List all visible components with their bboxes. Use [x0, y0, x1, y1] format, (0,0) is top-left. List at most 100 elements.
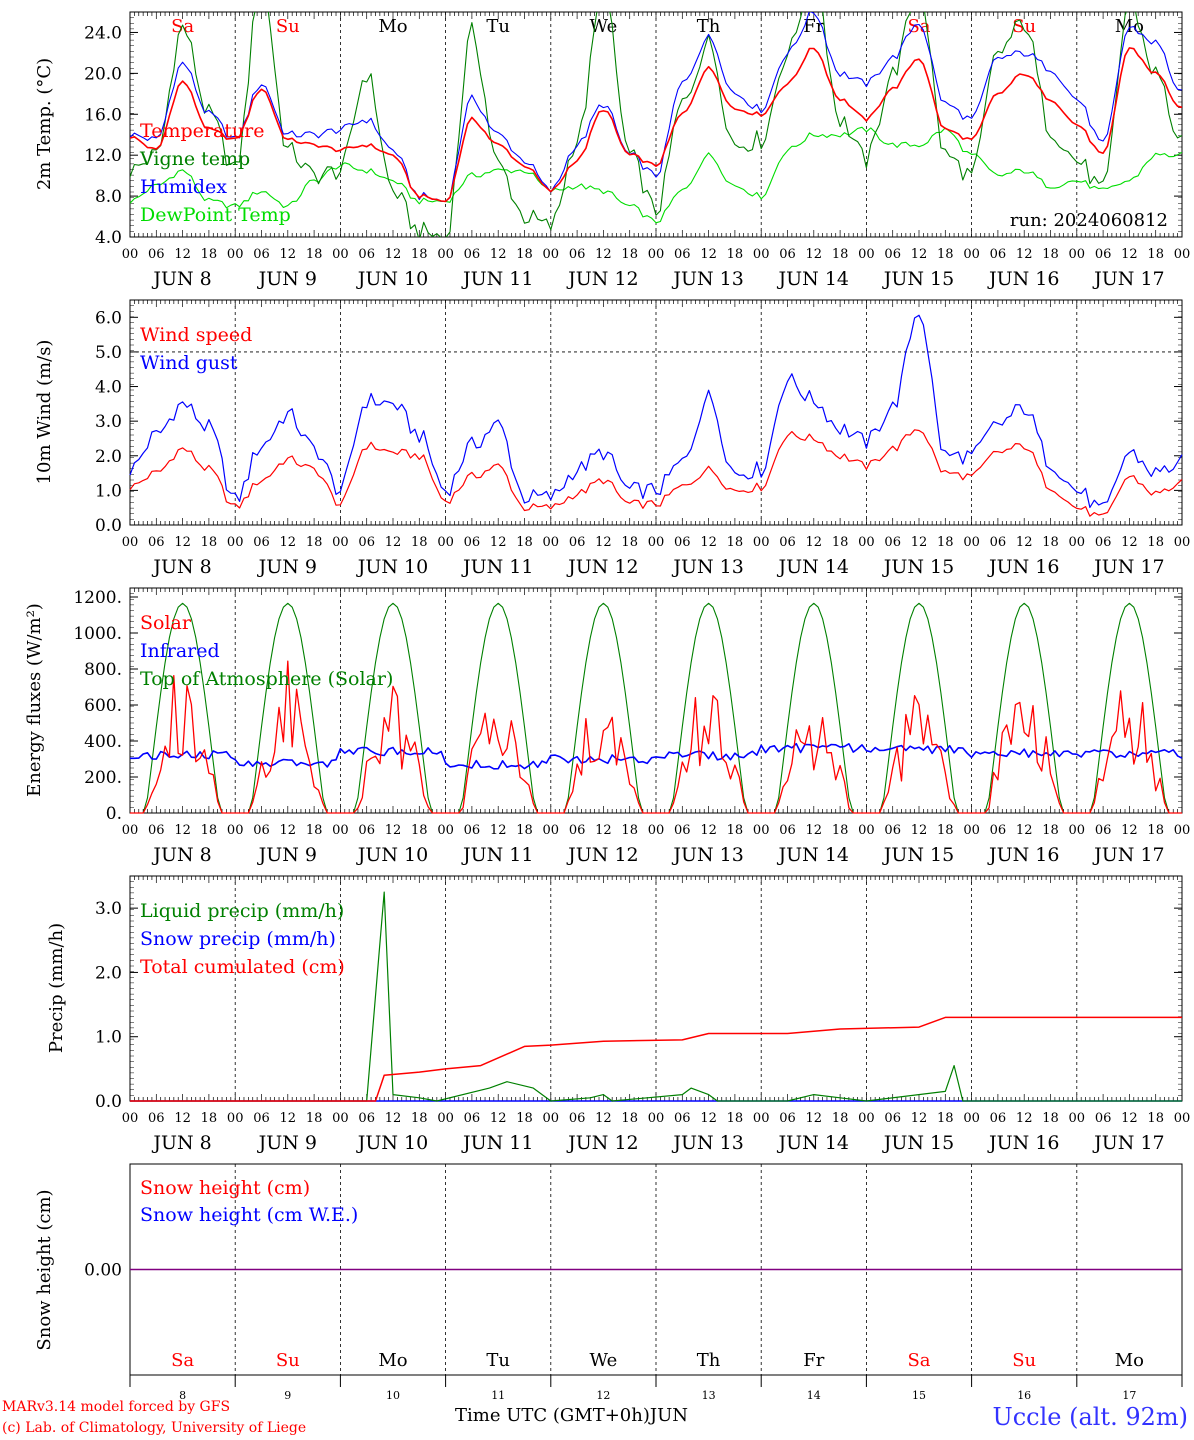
hour-label: 00: [1174, 1111, 1191, 1126]
day-name: Mo: [1115, 1350, 1144, 1371]
hour-label: 18: [1147, 247, 1164, 262]
hour-label: 00: [648, 1111, 665, 1126]
hour-label: 12: [490, 247, 507, 262]
day-name: Th: [697, 1350, 721, 1371]
y-tick-label: 4.0: [95, 378, 122, 398]
hour-label: 18: [306, 247, 323, 262]
hour-label: 00: [1174, 823, 1191, 838]
hour-label: 12: [385, 247, 402, 262]
hour-label: 06: [358, 535, 375, 550]
y-axis-label: 2m Temp. (°C): [34, 58, 55, 190]
hour-label: 18: [1042, 247, 1059, 262]
hour-label: 18: [727, 823, 744, 838]
y-tick-label: 200.: [84, 768, 122, 788]
date-label: JUN 16: [987, 268, 1059, 290]
hour-label: 18: [1042, 1111, 1059, 1126]
legend-entry: Vigne temp: [139, 148, 250, 170]
hour-label: 06: [884, 535, 901, 550]
hour-label: 00: [227, 535, 244, 550]
hour-label: 00: [227, 247, 244, 262]
y-tick-label: 6.0: [95, 308, 122, 328]
hour-label: 00: [543, 535, 560, 550]
hour-label: 12: [280, 1111, 297, 1126]
panel-5: 8 9 10 11 12 13 14 15 16 17 0.00 Snow height (cm) Sn…: [34, 1163, 1183, 1402]
date-label: JUN 10: [356, 268, 428, 290]
panel-3: 00 06 12 18 00 06 12 18 00 06 12 18 00 06 12 18 00 06 12 18…: [24, 587, 1191, 866]
date-label: JUN 14: [777, 844, 849, 866]
hour-label: 06: [569, 823, 586, 838]
hour-label: 18: [727, 247, 744, 262]
date-label: JUN 16: [987, 844, 1059, 866]
hour-label: 00: [1069, 1111, 1086, 1126]
hour-label: 12: [700, 823, 717, 838]
hour-label: 18: [306, 1111, 323, 1126]
day-name: Su: [276, 1350, 300, 1371]
hour-label: 12: [806, 247, 823, 262]
hour-label: 12: [911, 247, 928, 262]
hour-label: 06: [253, 823, 270, 838]
hour-label: 00: [122, 823, 139, 838]
series-infrared: [130, 742, 1183, 770]
hour-label: 12: [1016, 535, 1033, 550]
hour-label: 18: [1042, 535, 1059, 550]
hour-label: 12: [1121, 823, 1138, 838]
hour-label: 18: [516, 823, 533, 838]
hour-label: 18: [411, 1111, 428, 1126]
day-name: Tu: [486, 1350, 510, 1371]
hour-label: 06: [464, 247, 481, 262]
date-label: JUN 9: [257, 268, 317, 290]
hour-label: 18: [727, 1111, 744, 1126]
hour-label: 00: [858, 823, 875, 838]
hour-label: 12: [280, 247, 297, 262]
hour-label: 18: [201, 535, 218, 550]
hour-label: 06: [358, 1111, 375, 1126]
date-label: JUN 16: [987, 556, 1059, 578]
hour-label: 00: [227, 1111, 244, 1126]
hour-label: 06: [1095, 247, 1112, 262]
y-axis-label: Energy fluxes (W/m²): [24, 603, 45, 797]
hour-label: 00: [1174, 247, 1191, 262]
hour-label: 12: [700, 247, 717, 262]
hour-label: 00: [332, 535, 349, 550]
hour-label: 06: [358, 823, 375, 838]
hour-label: 18: [1042, 823, 1059, 838]
date-label: JUN 14: [777, 268, 849, 290]
hour-label: 12: [490, 1111, 507, 1126]
hour-label: 06: [148, 535, 165, 550]
hour-label: 12: [1121, 247, 1138, 262]
date-label: 9: [284, 1389, 291, 1402]
y-tick-label: 1.0: [95, 1028, 122, 1048]
y-tick-label: 5.0: [95, 343, 122, 363]
hour-label: 00: [1174, 535, 1191, 550]
hour-label: 00: [1069, 823, 1086, 838]
y-tick-label: 2.0: [95, 963, 122, 983]
hour-label: 06: [569, 535, 586, 550]
y-tick-label: 4.0: [95, 228, 122, 248]
hour-label: 00: [437, 1111, 454, 1126]
day-name: Sa: [907, 16, 930, 37]
hour-label: 18: [621, 1111, 638, 1126]
hour-label: 12: [385, 823, 402, 838]
hour-label: 06: [674, 823, 691, 838]
series-wind-speed: [129, 429, 1183, 517]
hour-label: 00: [963, 1111, 980, 1126]
hour-label: 06: [253, 1111, 270, 1126]
day-name: Sa: [171, 1350, 194, 1371]
legend-entry: Solar: [140, 612, 192, 634]
day-name: We: [590, 16, 618, 37]
hour-label: 18: [201, 823, 218, 838]
hour-label: 18: [516, 1111, 533, 1126]
y-axis-label: Snow height (cm): [34, 1189, 55, 1350]
hour-label: 18: [937, 247, 954, 262]
hour-label: 18: [306, 823, 323, 838]
date-label: JUN 8: [151, 556, 211, 578]
date-label: JUN 10: [356, 556, 428, 578]
hour-label: 18: [621, 247, 638, 262]
lab-credit: (c) Lab. of Climatology, University of L…: [2, 1420, 307, 1436]
series-solar: [130, 660, 1182, 814]
plot-frame: [129, 587, 1183, 814]
hour-label: 18: [516, 535, 533, 550]
y-axis-label: Precip (mm/h): [46, 923, 67, 1053]
hour-label: 00: [858, 1111, 875, 1126]
day-name: Th: [697, 16, 721, 37]
